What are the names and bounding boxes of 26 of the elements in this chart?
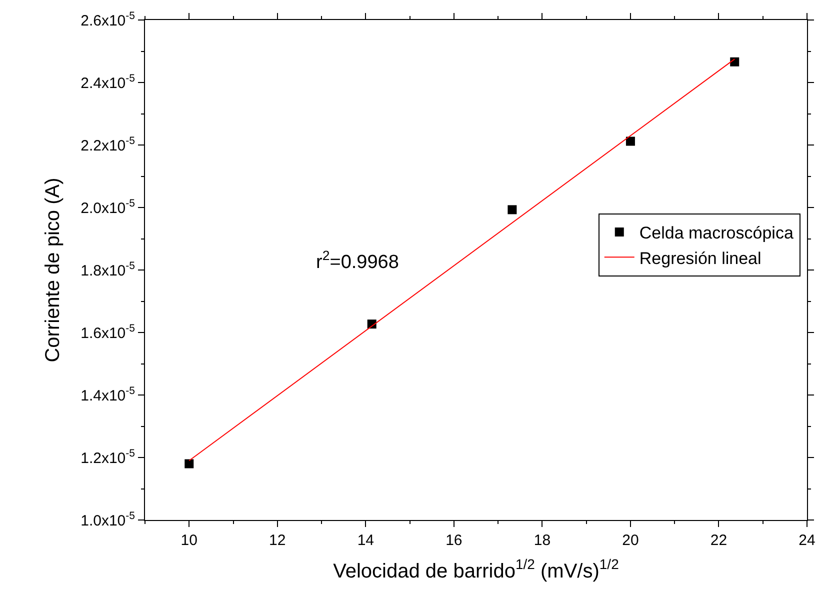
y-tick-label: 2.0x10$^{-5}$: [80, 197, 136, 217]
point: [626, 136, 635, 146]
x-tick-label: 24: [798, 532, 816, 549]
x-tick-label: 22: [710, 532, 728, 549]
point: [730, 57, 740, 66]
y-tick-label: 1.4x10$^{-5}$: [80, 384, 136, 404]
y-tick-label: 1.2x10$^{-5}$: [80, 447, 136, 467]
legend-label: Celda macroscópica: [639, 224, 794, 243]
y-tick-label: 1.6x10$^{-5}$: [80, 322, 136, 342]
y-axis-title: Corriente de pico (A): [42, 178, 64, 362]
x-tick-label: 10: [180, 532, 198, 549]
annotation: r$^{2}$=0.9968: [316, 248, 399, 273]
y-tick-label: 1.8x10$^{-5}$: [80, 260, 136, 280]
y-tick-label: 2.4x10$^{-5}$: [80, 72, 136, 92]
point: [184, 459, 194, 468]
y-tick-label: 1.0x10$^{-5}$: [80, 510, 136, 530]
x-tick-label: 16: [446, 532, 462, 549]
y-tick-label: 2.2x10$^{-5}$: [80, 134, 136, 154]
x-tick-label: 14: [357, 532, 374, 549]
point: [508, 205, 517, 214]
x-tick-label: 18: [534, 532, 551, 549]
x-tick-label: 20: [622, 532, 639, 549]
legend-label: Regresión lineal: [639, 248, 762, 268]
y-tick-label: 2.6x10$^{-5}$: [80, 10, 136, 30]
x-tick-label: 12: [269, 532, 286, 549]
x-axis-title: Velocidad de barrido$^{1/2}$ (mV/s)$^{1/2}$: [333, 556, 620, 582]
